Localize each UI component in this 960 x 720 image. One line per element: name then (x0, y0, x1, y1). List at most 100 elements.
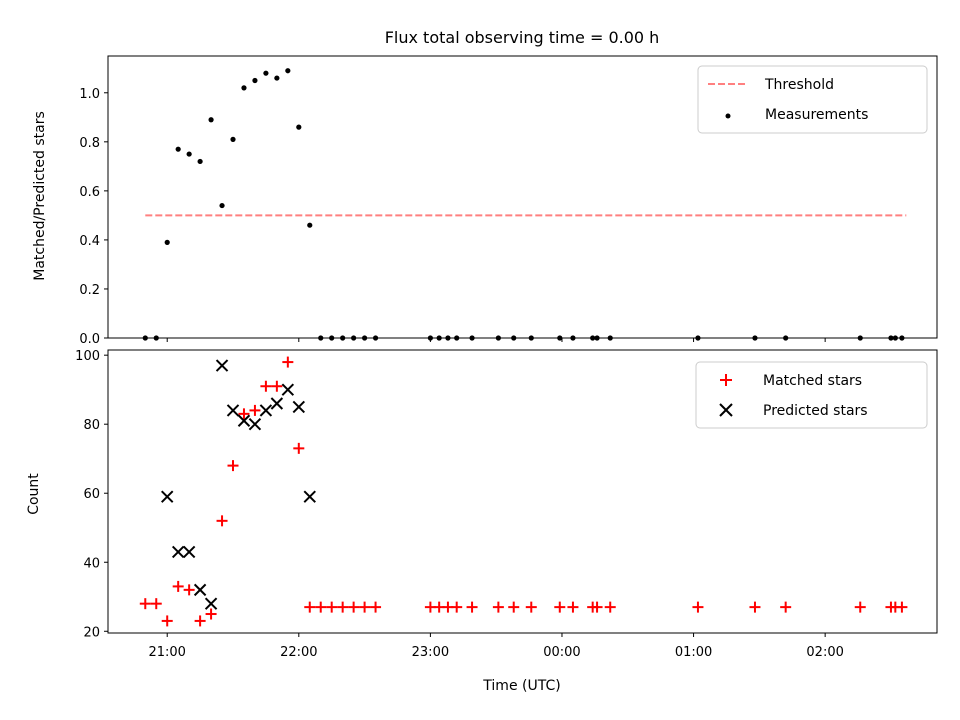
x-tick-label: 01:00 (675, 645, 712, 660)
measurement-point (230, 136, 236, 142)
predicted-stars-point (161, 490, 174, 503)
matched-stars-point (567, 601, 579, 613)
measurement-point (164, 239, 170, 245)
predicted-stars-point (292, 400, 306, 414)
predicted-stars-point (215, 359, 229, 372)
matched-stars-point (139, 598, 151, 610)
predicted-stars-point (259, 404, 273, 417)
matched-stars-point (591, 601, 603, 613)
matched-stars-point (271, 380, 283, 392)
matched-stars-point (451, 601, 463, 613)
x-axis-label: Time (UTC) (482, 678, 560, 694)
chart-title: Flux total observing time = 0.00 h (385, 28, 660, 47)
predicted-stars-point (303, 490, 316, 503)
bottom-y-tick-label: 80 (83, 418, 100, 433)
matched-stars-point (692, 601, 704, 613)
matched-stars-point (304, 601, 316, 613)
top-legend: Threshold Measurements (697, 65, 928, 134)
top-axes-frame (107, 55, 938, 339)
matched-stars-point (194, 615, 206, 627)
legend-measurements-marker (725, 113, 731, 119)
top-y-tick-label: 0.8 (79, 136, 100, 151)
bottom-panel: Count Time (UTC) 20 40 60 80 100 21:00 22:00 23… (26, 349, 938, 694)
predicted-stars-point (182, 545, 196, 559)
bottom-y-tick-label: 100 (75, 349, 100, 364)
measurement-point (307, 222, 313, 228)
matched-stars-point (370, 601, 382, 613)
top-y-axis-label: Matched/Predicted stars (32, 111, 48, 281)
matched-stars-point (227, 460, 239, 472)
predicted-stars-point (248, 417, 262, 431)
matched-stars-point (150, 598, 162, 610)
bottom-axes-frame (107, 349, 938, 634)
top-y-tick-label: 0.6 (79, 185, 100, 200)
top-panel: Flux total observing time = 0.00 h Match… (32, 28, 938, 347)
matched-stars-point (525, 601, 537, 613)
matched-stars-point (238, 408, 250, 420)
measurement-point (197, 158, 203, 165)
matched-stars-point (183, 584, 195, 596)
x-tick-label: 23:00 (412, 645, 449, 660)
matched-stars-point (249, 404, 261, 416)
measurement-point (252, 77, 258, 84)
measurement-point (208, 117, 214, 123)
bottom-plot-content: 20 40 60 80 100 21:00 22:00 23:00 00:00 01:00 02:0… (75, 349, 908, 660)
predicted-stars-point (171, 545, 185, 559)
matched-stars-point (315, 601, 327, 613)
top-y-tick-label: 0.4 (79, 234, 100, 249)
legend-measurements-label: Measurements (765, 107, 868, 123)
matched-stars-point (604, 601, 616, 613)
measurement-point (285, 68, 291, 74)
bottom-legend-box (695, 361, 928, 429)
bottom-legend: Matched stars Predicted stars (695, 361, 928, 429)
predicted-stars-point (204, 597, 218, 610)
measurement-point (274, 75, 280, 81)
x-tick-label: 00:00 (543, 645, 580, 660)
measurement-point (241, 85, 247, 91)
matched-stars-point (508, 601, 520, 613)
matched-stars-point (466, 601, 478, 613)
measurement-point (186, 151, 192, 157)
bottom-y-tick-label: 20 (83, 625, 100, 640)
matched-stars-point (896, 601, 908, 613)
measurement-point (263, 70, 269, 76)
x-tick-label: 21:00 (148, 645, 185, 660)
matched-stars-point (749, 601, 761, 613)
matched-stars-point (172, 580, 184, 592)
matched-stars-point (359, 601, 371, 613)
predicted-stars-point (193, 583, 207, 597)
matched-stars-point (326, 601, 338, 613)
measurement-point (219, 202, 225, 209)
top-y-tick-label: 0.0 (79, 332, 100, 347)
predicted-stars-point (270, 397, 284, 410)
x-tick-label: 22:00 (280, 645, 317, 660)
matched-stars-point (205, 608, 217, 620)
matched-stars-point (492, 601, 504, 613)
predicted-stars-point (237, 414, 251, 427)
predicted-stars-point (226, 404, 240, 417)
x-tick-label: 02:00 (806, 645, 843, 660)
legend-threshold-label: Threshold (764, 77, 834, 93)
top-y-tick-label: 0.2 (79, 283, 100, 298)
legend-predicted-label: Predicted stars (763, 403, 868, 419)
matched-stars-point (348, 601, 360, 613)
matched-stars-point (260, 380, 272, 392)
bottom-y-tick-label: 60 (83, 487, 100, 502)
predicted-stars-point (281, 383, 295, 396)
measurement-point (296, 124, 302, 130)
matched-stars-point (293, 442, 305, 454)
matched-stars-point (216, 515, 228, 527)
matched-stars-point (337, 601, 349, 613)
measurement-point (175, 146, 181, 152)
legend-predicted-marker (719, 403, 733, 417)
matched-stars-point (282, 356, 294, 368)
bottom-y-axis-label: Count (26, 473, 42, 515)
legend-matched-marker (720, 374, 732, 386)
matched-stars-point (854, 601, 866, 613)
top-legend-box (697, 65, 928, 134)
matched-stars-point (780, 601, 792, 613)
top-y-tick-label: 1.0 (79, 87, 100, 102)
matched-stars-point (161, 615, 173, 627)
matched-stars-point (554, 601, 566, 613)
